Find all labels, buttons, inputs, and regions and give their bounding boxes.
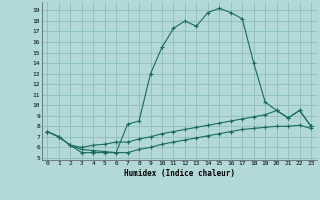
X-axis label: Humidex (Indice chaleur): Humidex (Indice chaleur) [124,169,235,178]
